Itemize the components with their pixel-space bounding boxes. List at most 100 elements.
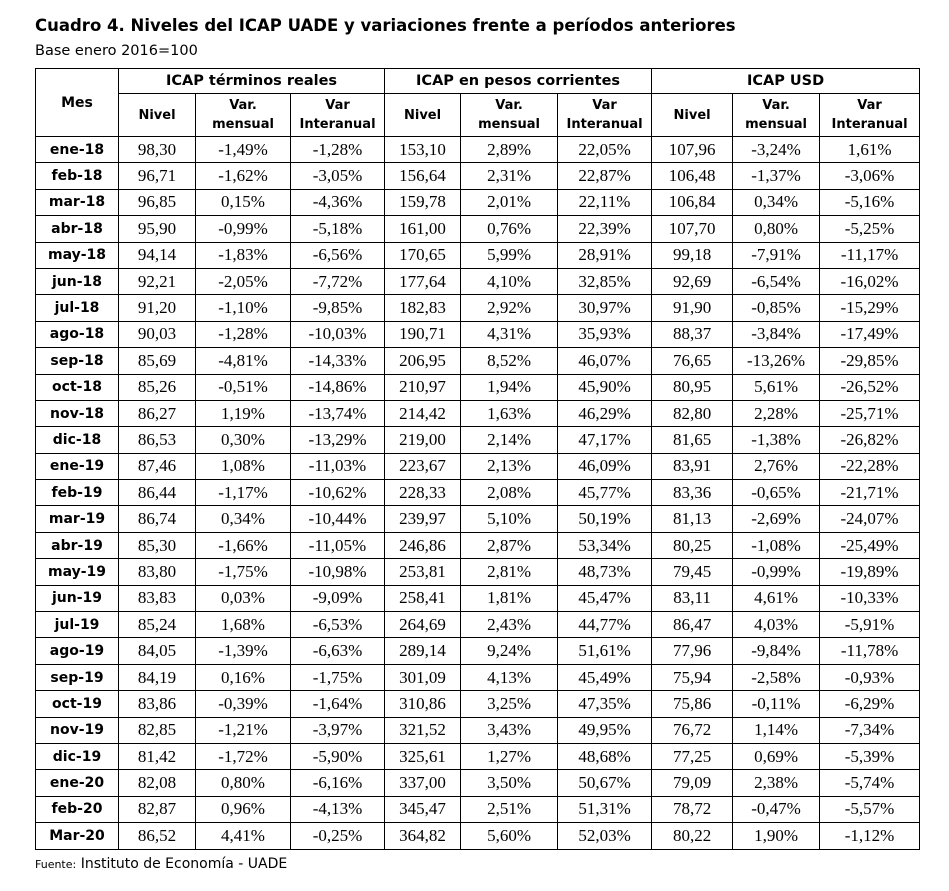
table-cell: 190,71 — [384, 320, 462, 349]
table-cell: -11,17% — [819, 241, 921, 269]
table-cell: 0,80% — [732, 215, 821, 243]
row-month: dic-19 — [35, 742, 119, 771]
table-cell: 1,08% — [195, 452, 291, 481]
table-cell: 364,82 — [384, 822, 462, 850]
table-cell: 85,30 — [118, 531, 196, 560]
table-cell: -3,06% — [819, 162, 921, 190]
table-cell: -9,09% — [289, 584, 386, 613]
table-cell: 52,03% — [557, 822, 653, 850]
table-cell: -5,25% — [819, 215, 921, 243]
table-cell: -1,66% — [195, 531, 291, 560]
table-cell: -4,81% — [195, 347, 291, 375]
table-cell: 47,35% — [557, 690, 653, 718]
table-cell: 82,80 — [651, 399, 734, 428]
table-cell: -10,62% — [289, 479, 386, 507]
table-row: nov-18 86,27 1,19% -13,74% 214,42 1,63% 46,29%… — [35, 399, 921, 428]
table-cell: 80,25 — [651, 531, 734, 560]
table-row: Mar-20 86,52 4,41% -0,25% 364,82 5,60% 52,03% 8… — [35, 822, 921, 850]
table-cell: 85,24 — [118, 611, 196, 639]
table-cell: -2,58% — [732, 663, 821, 692]
table-cell: 77,25 — [651, 742, 734, 771]
table-cell: 50,67% — [557, 769, 653, 797]
header-mes: Mes — [35, 68, 119, 137]
table-cell: -11,78% — [819, 637, 921, 665]
header-var-interanual-line2: Interanual — [831, 117, 908, 132]
table-cell: 156,64 — [384, 162, 462, 190]
table-cell: -1,39% — [195, 637, 291, 665]
row-month: sep-19 — [35, 663, 119, 692]
table-cell: 35,93% — [557, 320, 653, 349]
table-cell: -3,24% — [732, 135, 821, 164]
table-cell: -22,28% — [819, 452, 921, 481]
table-cell: 83,36 — [651, 479, 734, 507]
header-var-mensual-line1: Var. — [495, 98, 523, 113]
table-cell: -0,47% — [732, 795, 821, 824]
table-cell: 51,61% — [557, 637, 653, 665]
table-cell: 45,47% — [557, 584, 653, 613]
table-row: abr-18 95,90 -0,99% -5,18% 161,00 0,76% 22,39%… — [35, 215, 921, 243]
table-cell: 0,30% — [195, 426, 291, 454]
table-row: mar-19 86,74 0,34% -10,44% 239,97 5,10% 50,19%… — [35, 505, 921, 533]
table-cell: 2,51% — [460, 795, 559, 824]
row-month: jul-19 — [35, 611, 119, 639]
row-month: abr-19 — [35, 531, 119, 560]
table-cell: -11,03% — [289, 452, 386, 481]
table-row: ago-18 90,03 -1,28% -10,03% 190,71 4,31% 35,93… — [35, 320, 921, 349]
table-cell: 32,85% — [557, 267, 653, 296]
table-cell: 88,37 — [651, 320, 734, 349]
table-cell: 45,90% — [557, 373, 653, 401]
table-cell: 46,29% — [557, 399, 653, 428]
table-cell: 85,26 — [118, 373, 196, 401]
table-body: ene-18 98,30 -1,49% -1,28% 153,10 2,89% 22,05%… — [35, 135, 921, 850]
table-cell: -1,38% — [732, 426, 821, 454]
table-cell: 1,63% — [460, 399, 559, 428]
table-subtitle: Base enero 2016=100 — [35, 43, 198, 59]
table-cell: -6,16% — [289, 769, 386, 797]
table-row: jun-19 83,83 0,03% -9,09% 258,41 1,81% 45,47% 8… — [35, 584, 921, 613]
table-cell: 80,22 — [651, 822, 734, 850]
table-row: dic-19 81,42 -1,72% -5,90% 325,61 1,27% 48,68%… — [35, 742, 921, 771]
table-cell: 83,91 — [651, 452, 734, 481]
table-cell: -24,07% — [819, 505, 921, 533]
table-cell: 4,10% — [460, 267, 559, 296]
table-cell: 310,86 — [384, 690, 462, 718]
table-cell: 177,64 — [384, 267, 462, 296]
header-var-mensual-line2: mensual — [212, 117, 274, 132]
table-cell: 82,87 — [118, 795, 196, 824]
table-row: oct-18 85,26 -0,51% -14,86% 210,97 1,94% 45,90… — [35, 373, 921, 401]
header-var-mensual: Var. mensual — [460, 93, 559, 137]
table-cell: 210,97 — [384, 373, 462, 401]
table-cell: -26,52% — [819, 373, 921, 401]
table-cell: -0,99% — [732, 558, 821, 586]
table-cell: -1,75% — [195, 558, 291, 586]
header-var-mensual: Var. mensual — [195, 93, 291, 137]
table-row: nov-19 82,85 -1,21% -3,97% 321,52 3,43% 49,95%… — [35, 716, 921, 744]
table-cell: 161,00 — [384, 215, 462, 243]
header-var-interanual-line2: Interanual — [299, 117, 376, 132]
table-cell: -25,49% — [819, 531, 921, 560]
table-cell: -6,53% — [289, 611, 386, 639]
table-cell: 337,00 — [384, 769, 462, 797]
header-var-mensual: Var. mensual — [732, 93, 821, 137]
table-cell: 81,65 — [651, 426, 734, 454]
table-cell: 96,85 — [118, 188, 196, 217]
row-month: nov-19 — [35, 716, 119, 744]
table-row: ene-19 87,46 1,08% -11,03% 223,67 2,13% 46,09%… — [35, 452, 921, 481]
table-cell: 83,86 — [118, 690, 196, 718]
header-var-interanual-line1: Var — [325, 98, 350, 113]
row-month: feb-20 — [35, 795, 119, 824]
table-cell: -7,72% — [289, 267, 386, 296]
table-cell: -3,84% — [732, 320, 821, 349]
table-cell: 30,97% — [557, 294, 653, 322]
table-cell: -5,74% — [819, 769, 921, 797]
table-cell: 86,47 — [651, 611, 734, 639]
table-cell: 5,10% — [460, 505, 559, 533]
table-cell: -10,98% — [289, 558, 386, 586]
row-month: may-19 — [35, 558, 119, 586]
table-cell: 81,42 — [118, 742, 196, 771]
row-month: sep-18 — [35, 347, 119, 375]
table-cell: 2,89% — [460, 135, 559, 164]
table-cell: 301,09 — [384, 663, 462, 692]
table-cell: 81,13 — [651, 505, 734, 533]
table-cell: 75,94 — [651, 663, 734, 692]
